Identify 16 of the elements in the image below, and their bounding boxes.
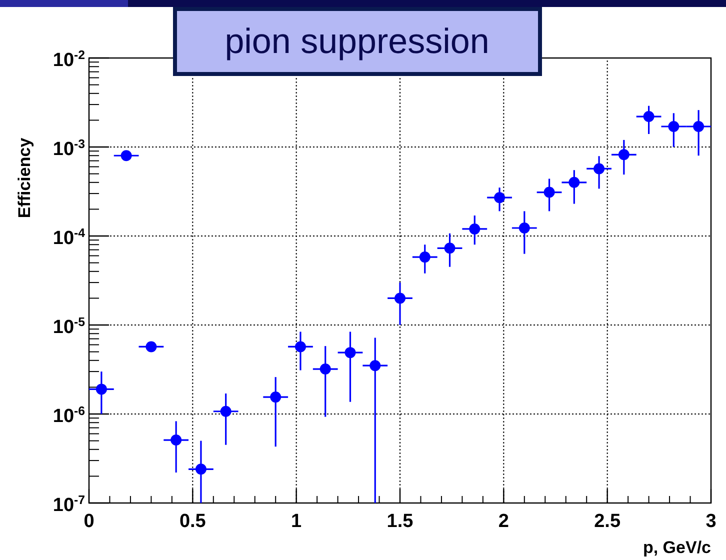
x-tick-label: 1.5 <box>386 511 414 532</box>
x-tick-label: 0.5 <box>179 511 206 532</box>
y-tick-label: 10$^{-2}$ <box>52 48 86 71</box>
y-axis-title: Efficiency <box>15 137 34 218</box>
y-tick-label: 10$^{-4}$ <box>52 226 86 249</box>
y-tick-label: 10$^{-7}$ <box>52 493 86 516</box>
chart-title: pion suppression <box>224 22 490 61</box>
x-axis-title: p, GeV/c <box>642 538 711 557</box>
y-tick-label: 10$^{-3}$ <box>52 137 86 160</box>
x-tick-label: 2 <box>498 511 509 532</box>
y-tick-label: 10$^{-6}$ <box>52 404 86 427</box>
x-tick-label: 2.5 <box>594 511 621 532</box>
x-tick-label: 0 <box>84 511 94 532</box>
x-tick-label: 3 <box>706 511 716 532</box>
y-tick-label: 10$^{-5}$ <box>52 315 86 338</box>
x-tick-label: 1 <box>291 511 302 532</box>
